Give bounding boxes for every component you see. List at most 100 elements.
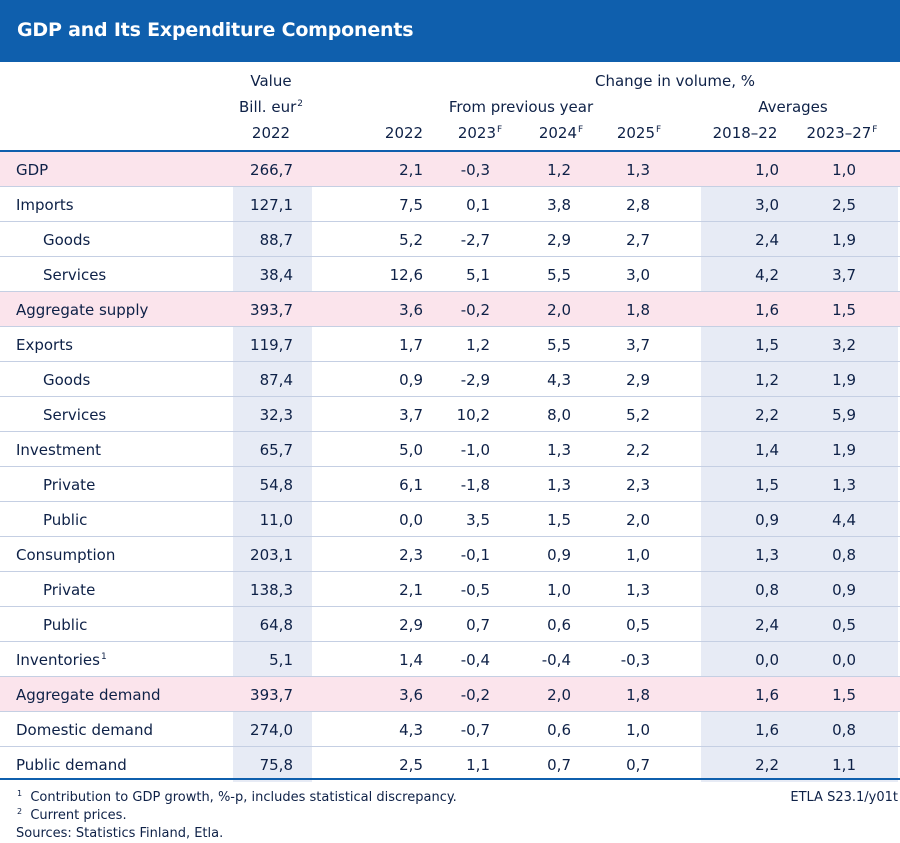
shaded-column-cell bbox=[233, 642, 312, 677]
shaded-column-cell bbox=[233, 607, 312, 642]
chart-code: ETLA S23.1/y01t bbox=[790, 790, 898, 805]
column-header-2: 2024F bbox=[538, 124, 584, 142]
change-cell: 10,2 bbox=[456, 406, 490, 424]
change-cell: 2,0 bbox=[547, 301, 571, 319]
row-divider bbox=[0, 606, 900, 607]
row-divider bbox=[0, 396, 900, 397]
row-divider bbox=[0, 221, 900, 222]
change-cell: 1,5 bbox=[755, 336, 779, 354]
change-cell: 3,0 bbox=[755, 196, 779, 214]
change-cell: -0,3 bbox=[460, 161, 490, 179]
change-cell: 0,9 bbox=[755, 511, 779, 529]
footnote-1: 1 Contribution to GDP growth, %-p, inclu… bbox=[17, 789, 457, 805]
change-cell: 1,9 bbox=[832, 371, 856, 389]
change-cell: 3,8 bbox=[547, 196, 571, 214]
row-label: Exports bbox=[16, 336, 73, 354]
shaded-column-cell bbox=[701, 502, 898, 537]
change-cell: 1,5 bbox=[755, 476, 779, 494]
value-cell: 266,7 bbox=[250, 161, 293, 179]
change-cell: 0,0 bbox=[755, 651, 779, 669]
shaded-column-cell bbox=[701, 537, 898, 572]
change-cell: 1,9 bbox=[832, 441, 856, 459]
value-cell: 203,1 bbox=[250, 546, 293, 564]
change-cell: 0,8 bbox=[755, 581, 779, 599]
shaded-column-cell bbox=[701, 222, 898, 257]
change-cell: 3,5 bbox=[466, 511, 490, 529]
change-cell: 2,9 bbox=[399, 616, 423, 634]
change-cell: -0,4 bbox=[460, 651, 490, 669]
change-cell: 0,5 bbox=[626, 616, 650, 634]
row-label: GDP bbox=[16, 161, 49, 179]
row-label: Aggregate demand bbox=[16, 686, 161, 704]
value-cell: 127,1 bbox=[250, 196, 293, 214]
change-cell: 5,5 bbox=[547, 336, 571, 354]
change-cell: 2,9 bbox=[547, 231, 571, 249]
change-cell: 1,3 bbox=[547, 441, 571, 459]
change-cell: 5,9 bbox=[832, 406, 856, 424]
table-row: Goods 88,7 5,2 -2,7 2,9 2,7 2,4 1,9 bbox=[0, 222, 900, 257]
change-cell: 2,2 bbox=[626, 441, 650, 459]
shaded-column-cell bbox=[233, 222, 312, 257]
table-row: Private 138,3 2,1 -0,5 1,0 1,3 0,8 0,9 bbox=[0, 572, 900, 607]
table-row: Public demand 75,8 2,5 1,1 0,7 0,7 2,2 1,1 bbox=[0, 747, 900, 782]
table-row: Domestic demand 274,0 4,3 -0,7 0,6 1,0 1,6 0,8 bbox=[0, 712, 900, 747]
change-cell: 3,0 bbox=[626, 266, 650, 284]
table-row: Services 38,4 12,6 5,1 5,5 3,0 4,2 3,7 bbox=[0, 257, 900, 292]
row-label: Public bbox=[43, 511, 88, 529]
change-cell: 4,4 bbox=[832, 511, 856, 529]
highlight-band bbox=[0, 292, 900, 327]
change-cell: 0,0 bbox=[832, 651, 856, 669]
table-row: Public 11,0 0,0 3,5 1,5 2,0 0,9 4,4 bbox=[0, 502, 900, 537]
change-cell: 1,3 bbox=[626, 161, 650, 179]
change-cell: 1,8 bbox=[626, 301, 650, 319]
change-cell: 1,2 bbox=[755, 371, 779, 389]
column-header-5: 2023–27F bbox=[806, 124, 878, 142]
change-cell: 0,8 bbox=[832, 721, 856, 739]
shaded-column-cell bbox=[233, 747, 312, 782]
change-cell: 1,3 bbox=[755, 546, 779, 564]
change-cell: 1,5 bbox=[832, 686, 856, 704]
change-cell: 0,9 bbox=[547, 546, 571, 564]
change-cell: 1,0 bbox=[626, 546, 650, 564]
change-cell: 5,1 bbox=[466, 266, 490, 284]
row-divider bbox=[0, 746, 900, 747]
value-unit-header: Bill. eur2 bbox=[239, 98, 303, 116]
value-cell: 32,3 bbox=[259, 406, 293, 424]
row-label: Public demand bbox=[16, 756, 127, 774]
change-cell: 8,0 bbox=[547, 406, 571, 424]
column-header-0: 2022 bbox=[384, 124, 424, 142]
change-cell: 3,7 bbox=[832, 266, 856, 284]
value-cell: 54,8 bbox=[259, 476, 293, 494]
row-label: Goods bbox=[43, 231, 91, 249]
highlight-band bbox=[0, 152, 900, 187]
change-cell: 0,6 bbox=[547, 616, 571, 634]
table-row: Services 32,3 3,7 10,2 8,0 5,2 2,2 5,9 bbox=[0, 397, 900, 432]
change-cell: 1,4 bbox=[399, 651, 423, 669]
prev-year-header: From previous year bbox=[448, 98, 594, 116]
change-cell: 2,1 bbox=[399, 581, 423, 599]
change-cell: 1,6 bbox=[755, 301, 779, 319]
row-divider bbox=[0, 431, 900, 432]
change-cell: -0,7 bbox=[460, 721, 490, 739]
shaded-column-cell bbox=[233, 187, 312, 222]
change-cell: -0,5 bbox=[460, 581, 490, 599]
change-cell: 3,6 bbox=[399, 301, 423, 319]
table-row: GDP 266,7 2,1 -0,3 1,2 1,3 1,0 1,0 bbox=[0, 152, 900, 187]
value-cell: 75,8 bbox=[259, 756, 293, 774]
column-header-3: 2025F bbox=[616, 124, 662, 142]
change-cell: -0,4 bbox=[541, 651, 571, 669]
value-cell: 393,7 bbox=[250, 301, 293, 319]
change-cell: 1,3 bbox=[832, 476, 856, 494]
change-cell: 0,7 bbox=[466, 616, 490, 634]
table-row: Exports 119,7 1,7 1,2 5,5 3,7 1,5 3,2 bbox=[0, 327, 900, 362]
shaded-column-cell bbox=[233, 432, 312, 467]
change-cell: 2,3 bbox=[626, 476, 650, 494]
row-label: Imports bbox=[16, 196, 74, 214]
change-header: Change in volume, % bbox=[595, 72, 755, 90]
row-divider bbox=[0, 256, 900, 257]
column-header-1: 2023F bbox=[457, 124, 503, 142]
value-year-header: 2022 bbox=[251, 124, 291, 142]
row-label: Services bbox=[43, 266, 107, 284]
table-row: Aggregate demand 393,7 3,6 -0,2 2,0 1,8 1,6 1,5 bbox=[0, 677, 900, 712]
value-cell: 11,0 bbox=[259, 511, 293, 529]
